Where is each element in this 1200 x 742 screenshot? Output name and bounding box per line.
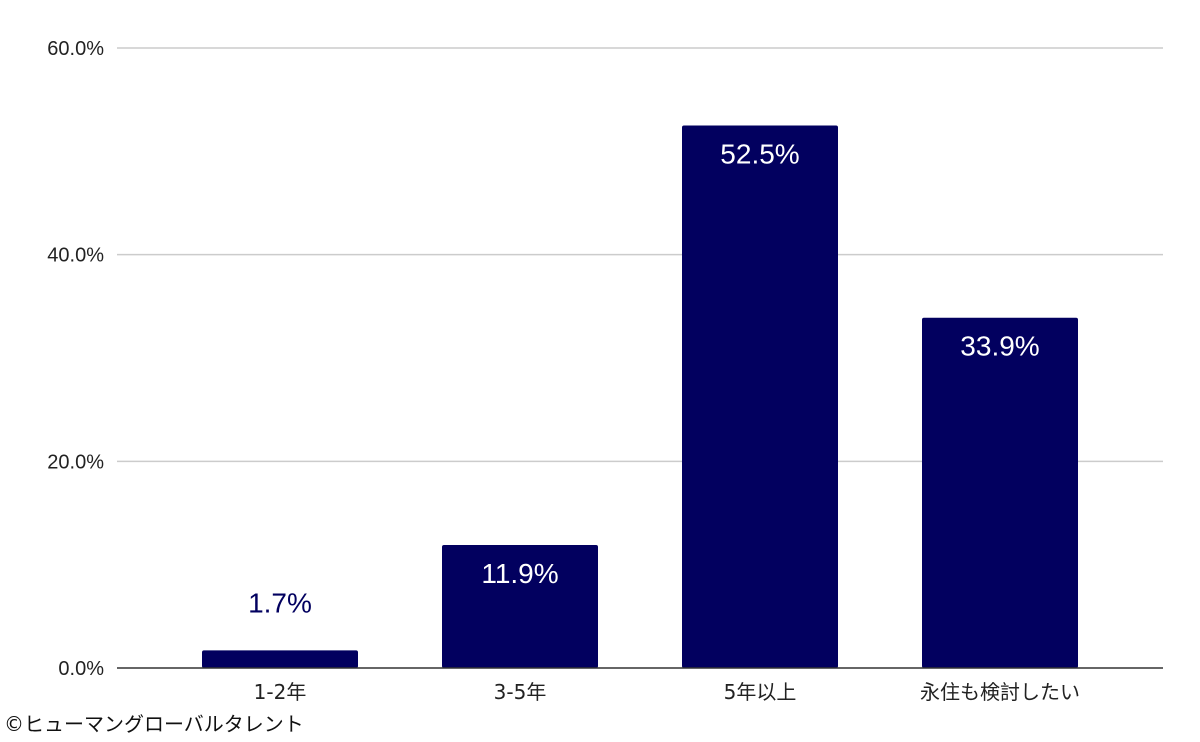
x-category-label: 1-2年 [254, 680, 307, 704]
data-label: 11.9% [481, 558, 558, 589]
bar [202, 650, 358, 668]
copyright-credit: ©ヒューマングローバルタレント [4, 712, 304, 736]
data-label: 33.9% [960, 331, 1039, 362]
x-category-label: 3-5年 [494, 680, 547, 704]
y-tick-label: 60.0% [47, 38, 104, 60]
y-tick-label: 20.0% [47, 451, 104, 473]
data-label: 1.7% [248, 587, 312, 618]
x-category-label: 永住も検討したい [920, 680, 1080, 704]
data-label: 52.5% [720, 139, 799, 170]
bars [202, 125, 1078, 668]
y-axis-tick-labels: 0.0% 20.0% 40.0% 60.0% [47, 38, 104, 680]
bar [442, 545, 598, 668]
bar [682, 125, 838, 668]
y-tick-label: 40.0% [47, 245, 104, 267]
y-tick-label: 0.0% [58, 658, 104, 680]
x-category-label: 5年以上 [724, 680, 797, 704]
data-labels: 1.7% 11.9% 52.5% 33.9% [248, 139, 1040, 619]
bar [922, 317, 1078, 668]
x-axis-category-labels: 1-2年 3-5年 5年以上 永住も検討したい [254, 680, 1080, 704]
